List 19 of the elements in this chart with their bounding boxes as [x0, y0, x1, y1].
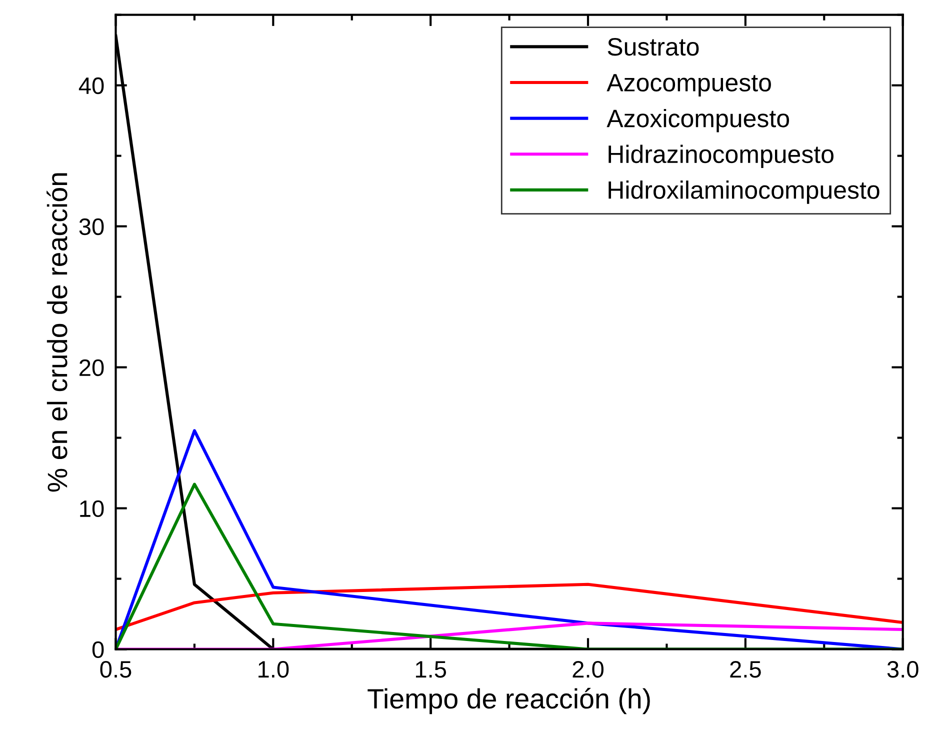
x-tick-label: 2.5 — [730, 660, 761, 678]
legend-label: Hidrazinocompuesto — [608, 144, 834, 168]
x-axis-title: Tiempo de reacción (h) — [368, 688, 650, 714]
legend-label: Azoxicompuesto — [606, 108, 790, 132]
legend-label: Hidroxilaminocompuesto — [608, 180, 880, 204]
x-tick-label: 2.0 — [572, 660, 604, 678]
y-tick-label: 10 — [80, 500, 104, 518]
x-tick-label: 0.5 — [100, 660, 132, 678]
y-tick-label: 40 — [78, 77, 104, 94]
x-tick-label: 3.0 — [887, 660, 918, 678]
y-tick-label: 30 — [79, 218, 104, 236]
y-axis-title: % en el crudo de reacción — [46, 173, 68, 492]
x-tick-label: 1.5 — [416, 661, 446, 678]
legend-label: Azocompuesto — [606, 74, 771, 96]
line-series — [116, 582, 903, 632]
y-tick-label: 20 — [80, 359, 104, 376]
x-tick-label: 1.0 — [258, 660, 289, 678]
legend-label: Sustrato — [608, 38, 699, 56]
y-tick-label: 0 — [92, 641, 104, 658]
